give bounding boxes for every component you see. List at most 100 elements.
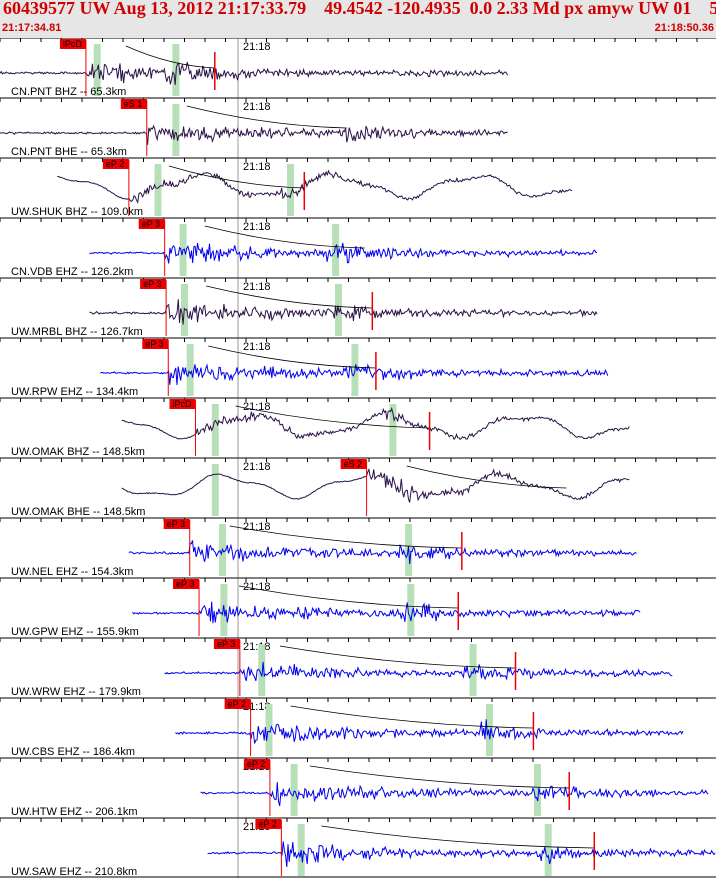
pick-label-box: [140, 279, 167, 289]
station-label: CN.PNT BHZ -- 65.3km: [11, 86, 126, 98]
station-label: UW.SAW EHZ -- 210.8km: [11, 866, 137, 878]
pick-label: iPcD: [173, 399, 193, 409]
end-time-label: 21:18:50.36: [654, 22, 714, 34]
minute-label: 21:18: [243, 581, 271, 593]
minute-label: 21:18: [243, 41, 271, 53]
p-phase-band: [265, 704, 273, 756]
waveform-trace: [200, 782, 709, 807]
pick-label: eS 2: [344, 459, 363, 469]
waveform-trace: [175, 719, 684, 744]
station-label: UW.HTW EHZ -- 206.1km: [11, 806, 138, 818]
station-label: CN.VDB EHZ -- 126.2km: [11, 266, 133, 278]
waveform-trace: [100, 363, 609, 386]
coda-decay-curve: [125, 45, 215, 69]
pick-label-box: [173, 579, 199, 589]
minute-label: 21:18: [243, 101, 271, 113]
p-phase-band: [290, 764, 298, 816]
pick-label-box: [213, 639, 240, 649]
coda-decay-curve: [238, 585, 459, 609]
pick-label-box: [243, 759, 270, 769]
station-label: CN.PNT BHE -- 65.3km: [11, 146, 127, 158]
waveform-trace: [207, 841, 716, 868]
waveform-trace: [57, 169, 573, 204]
station-label: UW.SHUK BHZ -- 109.0km: [11, 206, 143, 218]
s-phase-band: [534, 764, 541, 816]
pick-label: eS 1: [124, 99, 143, 109]
pick-label: eP 3: [143, 279, 161, 289]
header-bar: 60439577 UW Aug 13, 2012 21:17:33.79 49.…: [0, 0, 716, 38]
station-label: UW.GPW EHZ -- 155.9km: [11, 626, 139, 638]
waveform-trace: [164, 661, 673, 681]
s-phase-band: [287, 164, 294, 216]
s-phase-band: [486, 704, 493, 756]
p-phase-band: [211, 464, 219, 516]
pick-label-box: [102, 159, 129, 169]
station-label: UW.MRBL BHZ -- 126.7km: [11, 326, 143, 338]
coda-decay-curve: [229, 525, 462, 549]
p-phase-band: [154, 164, 162, 216]
pick-label-box: [142, 339, 169, 349]
pick-label-box: [340, 459, 367, 469]
pick-label-box: [59, 39, 86, 49]
pick-label: eP 2: [106, 159, 124, 169]
coda-decay-curve: [290, 705, 534, 729]
waveform-trace: [121, 406, 630, 441]
coda-decay-curve: [309, 765, 570, 789]
minute-label: 21:18: [243, 341, 271, 353]
station-label: UW.OMAK BHZ -- 148.5km: [11, 446, 145, 458]
minute-label: 21:18: [243, 161, 271, 173]
coda-decay-curve: [235, 405, 430, 429]
station-label: UW.CBS EHZ -- 186.4km: [11, 746, 135, 758]
minute-label: 21:18: [243, 461, 271, 473]
minute-label: 21:18: [243, 281, 271, 293]
waveform-trace: [121, 467, 630, 503]
coda-decay-curve: [279, 645, 516, 669]
coda-decay-curve: [206, 285, 373, 309]
station-label: UW.WRW EHZ -- 179.9km: [11, 686, 141, 698]
waveform-trace: [0, 61, 509, 86]
station-label: UW.RPW EHZ -- 134.4km: [11, 386, 138, 398]
p-phase-band: [211, 404, 219, 456]
s-phase-band: [389, 404, 397, 456]
event-title: 60439577 UW Aug 13, 2012 21:17:33.79 49.…: [3, 0, 716, 18]
start-time-label: 21:17:34.81: [2, 22, 62, 34]
pick-label: eP 3: [145, 339, 163, 349]
pick-label: eP 2: [228, 699, 246, 709]
pick-label-box: [255, 819, 282, 829]
pick-label: eP 3: [176, 579, 194, 589]
pick-label: eP 3: [167, 519, 185, 529]
minute-label: 21:18: [243, 521, 271, 533]
pick-label: eP 2: [258, 819, 276, 829]
station-label: UW.OMAK BHE -- 148.5km: [11, 506, 145, 518]
p-phase-band: [172, 104, 180, 156]
minute-label: 21:18: [243, 641, 271, 653]
minute-label: 21:18: [243, 221, 271, 233]
pick-label: eP 3: [217, 639, 235, 649]
s-phase-band: [544, 824, 552, 876]
pick-label-box: [169, 399, 196, 409]
pick-label: eP 2: [247, 759, 265, 769]
coda-decay-curve: [406, 465, 567, 489]
s-phase-band: [407, 584, 415, 636]
station-label: UW.NEL EHZ -- 154.3km: [11, 566, 133, 578]
coda-decay-curve: [208, 345, 376, 369]
waveform-trace: [89, 242, 598, 264]
waveform-trace: [132, 601, 641, 624]
coda-decay-curve: [186, 105, 347, 129]
coda-decay-curve: [204, 225, 365, 249]
seismogram-plot: 21:18 iPcD CN.PNT BHZ -- 65.3km 21:18 eS 1 CN…: [0, 38, 716, 878]
waveform-trace: [0, 124, 508, 145]
p-phase-band: [186, 344, 194, 396]
waveform-trace: [89, 299, 598, 325]
pick-label-box: [120, 99, 147, 109]
waveform-trace: [128, 540, 637, 565]
minute-label: 21:18: [243, 401, 271, 413]
pick-label: iPcD: [63, 39, 83, 49]
pick-label-box: [224, 699, 251, 709]
pick-label: eP 3: [142, 219, 160, 229]
s-phase-band: [332, 224, 340, 276]
p-phase-band: [258, 644, 266, 696]
pick-label-box: [138, 219, 165, 229]
s-phase-band: [469, 644, 477, 696]
coda-decay-curve: [321, 825, 595, 849]
